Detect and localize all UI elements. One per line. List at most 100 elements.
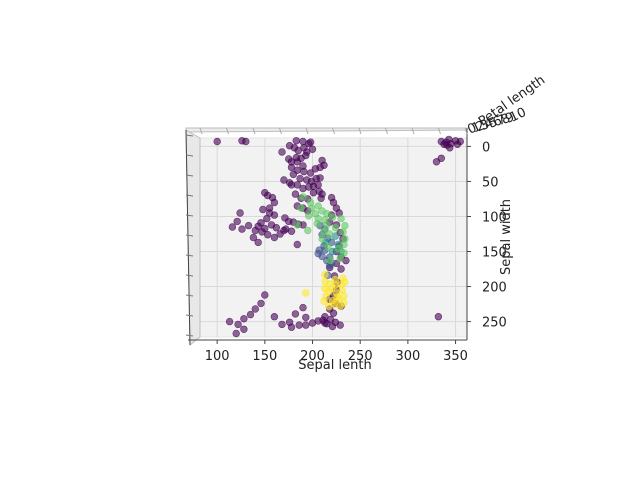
y-tick-label: 200 — [482, 281, 507, 296]
data-point — [225, 317, 234, 326]
data-point — [263, 214, 271, 223]
y-tick-label: 150 — [482, 246, 507, 261]
data-point — [287, 323, 296, 331]
data-point — [270, 313, 279, 321]
data-point — [299, 193, 307, 201]
data-point — [296, 174, 304, 183]
left-edge-tick — [185, 254, 194, 257]
data-point — [325, 302, 333, 310]
data-point — [234, 320, 242, 329]
left-edge-tick — [185, 274, 194, 277]
y-tick-label: 50 — [482, 175, 499, 190]
data-point — [341, 221, 349, 230]
top-edge-tick — [464, 127, 468, 135]
data-point — [291, 310, 300, 318]
data-point — [331, 275, 340, 284]
data-point — [240, 315, 248, 323]
y-tick-label: 0 — [482, 140, 490, 155]
data-point — [323, 221, 331, 229]
z-tick-label: 10 — [507, 105, 528, 126]
data-point — [318, 235, 326, 243]
x-tick-label: 250 — [348, 349, 373, 364]
x-tick-label: 150 — [252, 349, 277, 364]
axes — [185, 127, 471, 347]
data-point — [456, 137, 464, 146]
data-point — [287, 181, 296, 189]
data-point — [305, 139, 313, 148]
data-point — [320, 161, 328, 170]
data-point — [302, 321, 310, 329]
data-point — [324, 242, 332, 251]
data-point — [287, 227, 296, 235]
data-point — [299, 303, 307, 312]
data-point — [240, 325, 248, 333]
data-point — [331, 224, 340, 232]
data-point — [321, 270, 329, 279]
data-point — [432, 158, 441, 166]
data-point — [327, 285, 336, 293]
data-point — [251, 305, 260, 313]
data-point — [213, 137, 221, 146]
data-point — [302, 151, 310, 160]
data-point — [297, 204, 305, 212]
data-point — [291, 190, 300, 198]
x-tick-label: 200 — [300, 349, 325, 364]
data-point — [339, 274, 347, 282]
data-point — [337, 214, 345, 223]
data-point — [302, 313, 310, 322]
top-edge-tick — [438, 127, 441, 135]
data-point — [293, 158, 301, 166]
data-point — [340, 240, 348, 249]
data-point — [242, 137, 250, 146]
data-point — [314, 249, 322, 258]
top-edge-tick — [226, 127, 229, 135]
data-point — [443, 141, 451, 149]
data-point — [249, 233, 258, 242]
data-point — [305, 212, 313, 220]
data-point — [317, 194, 325, 203]
x-tick-label: 100 — [205, 349, 230, 364]
data-point — [233, 217, 241, 226]
top-edge-tick — [305, 127, 309, 135]
left-edge-tick — [185, 134, 194, 137]
data-point — [278, 148, 286, 156]
data-point — [293, 240, 301, 249]
data-point — [295, 321, 303, 329]
data-point — [293, 221, 301, 229]
top-edge-tick — [385, 127, 388, 135]
data-point — [278, 320, 286, 329]
left-edge-tick — [185, 174, 194, 177]
left-edge-tick — [185, 214, 194, 217]
x-axis-label: Sepal lenth — [298, 358, 371, 373]
data-point — [314, 181, 322, 189]
data-point — [254, 238, 262, 247]
data-point — [292, 137, 300, 145]
data-point — [270, 211, 279, 219]
data-point — [314, 317, 322, 325]
data-point — [302, 289, 310, 297]
data-point — [300, 167, 308, 176]
data-point — [228, 223, 237, 231]
data-point — [336, 254, 344, 263]
data-point — [320, 297, 328, 305]
y-axis-label: Sepal width — [499, 199, 514, 275]
top-edge-tick — [252, 127, 256, 135]
data-point — [307, 204, 316, 212]
data-point — [328, 213, 337, 221]
data-point — [294, 146, 302, 155]
left-edge-tick — [185, 194, 194, 197]
data-point — [264, 231, 272, 239]
data-point — [333, 293, 341, 301]
data-point — [261, 291, 269, 299]
data-point — [313, 219, 321, 228]
data-point — [232, 329, 240, 338]
left-edge-tick — [185, 334, 194, 337]
data-point — [316, 174, 324, 182]
data-point — [320, 227, 328, 235]
data-point — [321, 319, 329, 327]
z-axis-line — [185, 129, 191, 346]
y-tick-label: 250 — [482, 316, 507, 331]
data-point — [314, 202, 322, 210]
left-edge-tick — [185, 314, 194, 317]
top-edge-tick — [358, 127, 362, 135]
